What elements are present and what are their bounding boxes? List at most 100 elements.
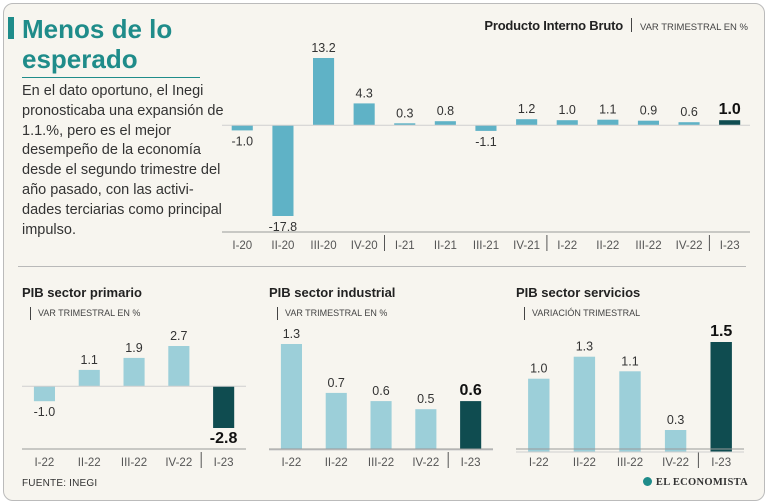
value-label-II-20: -17.8 — [269, 220, 298, 234]
bar-I-23 — [460, 401, 482, 450]
x-tick-IV-22: IV-22 — [662, 457, 689, 469]
x-tick-I-22: I-22 — [529, 457, 549, 469]
bar-II-22 — [325, 392, 347, 450]
value-label-II-22: 1.1 — [81, 353, 98, 367]
value-label-IV-21: 1.2 — [518, 102, 535, 116]
bar-I-22 — [280, 344, 302, 450]
headline-rule — [22, 77, 200, 78]
bar-I-22 — [33, 386, 55, 402]
bar-I-23 — [213, 386, 235, 428]
industrial-panel-subtitle: VAR TRIMESTRAL EN % — [277, 307, 387, 320]
bar-I-22 — [528, 378, 550, 452]
bar-III-20 — [313, 58, 335, 126]
bar-III-22 — [619, 371, 641, 452]
value-label-IV-20: 4.3 — [356, 86, 373, 100]
x-tick-I-23: I-23 — [720, 240, 740, 252]
value-label-II-22: 1.3 — [576, 340, 593, 354]
primario-panel-subtitle: VAR TRIMESTRAL EN % — [30, 307, 140, 320]
industrial-bar-chart: 1.3 I-22 0.7 II-22 0.6 III-22 0.5 IV-22 0.6 I-23 — [269, 327, 493, 469]
x-tick-II-22: II-22 — [573, 457, 596, 469]
value-label-II-22: 1.1 — [599, 103, 616, 117]
brand-logo: EL ECONOMISTA — [642, 477, 748, 488]
servicios-panel-title: PIB sector servicios — [516, 285, 641, 300]
bar-IV-22 — [678, 122, 700, 126]
headline-accent-bar — [8, 17, 14, 39]
main-chart-title: Producto Interno Bruto — [484, 18, 623, 33]
x-tick-IV-20: IV-20 — [351, 240, 378, 252]
value-label-II-22: 0.7 — [328, 376, 345, 390]
bar-I-20 — [231, 125, 253, 131]
value-label-III-22: 1.1 — [621, 354, 638, 368]
value-label-I-23: 0.6 — [459, 382, 481, 399]
servicios-bar-chart: 1.0 I-22 1.3 II-22 1.1 III-22 0.3 IV-22 1.5 I-23 — [516, 323, 744, 469]
value-label-I-21: 0.3 — [396, 106, 413, 120]
brand-name: EL ECONOMISTA — [655, 477, 748, 488]
value-label-I-22: -1.0 — [34, 405, 56, 419]
x-tick-II-22: II-22 — [325, 457, 348, 469]
x-tick-I-21: I-21 — [395, 240, 415, 252]
bar-IV-21 — [516, 119, 538, 126]
value-label-IV-22: 0.5 — [417, 392, 434, 406]
x-tick-I-22: I-22 — [34, 457, 54, 469]
bar-III-22 — [370, 401, 392, 450]
value-label-III-22: 0.9 — [640, 104, 657, 118]
x-tick-III-20: III-20 — [310, 240, 336, 252]
bar-IV-22 — [664, 430, 687, 452]
value-label-I-23: 1.0 — [719, 101, 741, 118]
x-tick-III-22: III-22 — [368, 457, 394, 469]
x-tick-III-22: III-22 — [121, 457, 147, 469]
value-label-I-23: -2.8 — [210, 430, 238, 447]
x-tick-II-22: II-22 — [78, 457, 101, 469]
x-tick-I-20: I-20 — [232, 240, 252, 252]
x-tick-IV-22: IV-22 — [676, 240, 703, 252]
bar-III-21 — [475, 125, 497, 131]
x-tick-I-23: I-23 — [461, 457, 481, 469]
x-tick-I-23: I-23 — [214, 457, 234, 469]
x-tick-III-22: III-22 — [635, 240, 661, 252]
x-tick-II-21: II-21 — [434, 240, 457, 252]
bar-I-23 — [719, 120, 741, 126]
x-tick-IV-22: IV-22 — [165, 457, 192, 469]
pib-bar-chart: -1.0 I-20 -17.8 II-20 13.2 III-20 4.3 IV-20 0.3 I… — [222, 41, 750, 252]
value-label-IV-22: 0.6 — [680, 105, 697, 119]
value-label-I-23: 1.5 — [710, 323, 732, 340]
bar-IV-20 — [353, 103, 375, 126]
servicios-panel-subtitle: VARIACIÓN TRIMESTRAL — [524, 307, 640, 320]
bar-II-22 — [78, 369, 100, 387]
x-tick-III-21: III-21 — [473, 240, 499, 252]
value-label-III-22: 1.9 — [125, 341, 142, 355]
bar-IV-22 — [168, 346, 190, 387]
value-label-III-20: 13.2 — [311, 41, 335, 55]
value-label-I-22: 1.0 — [559, 103, 576, 117]
bar-II-21 — [434, 121, 456, 126]
x-tick-I-23: I-23 — [711, 457, 731, 469]
value-label-I-22: 1.3 — [283, 327, 300, 341]
brand-mark-icon — [642, 477, 652, 486]
value-label-I-22: 1.0 — [530, 362, 547, 376]
value-label-IV-22: 0.3 — [667, 413, 684, 427]
value-label-III-22: 0.6 — [372, 384, 389, 398]
primario-bar-chart: -1.0 I-22 1.1 II-22 1.9 III-22 2.7 IV-22 -2.8 I-2… — [22, 329, 246, 469]
x-tick-I-22: I-22 — [557, 240, 577, 252]
intro-text: En el dato oportuno, el Inegi pronostica… — [22, 83, 224, 238]
x-tick-II-20: II-20 — [271, 240, 294, 252]
main-chart-header: Producto Interno Bruto VAR TRIMESTRAL EN … — [484, 18, 748, 33]
x-tick-IV-22: IV-22 — [412, 457, 439, 469]
bar-I-22 — [556, 120, 578, 126]
value-label-III-21: -1.1 — [475, 135, 497, 149]
bar-II-20 — [272, 125, 294, 216]
industrial-panel-title: PIB sector industrial — [269, 285, 396, 300]
section-divider — [18, 266, 746, 267]
bar-III-22 — [123, 357, 145, 387]
bar-I-21 — [394, 123, 416, 126]
bar-I-23 — [710, 342, 732, 452]
main-chart-subtitle: VAR TRIMESTRAL EN % — [639, 22, 748, 33]
bar-IV-22 — [415, 409, 437, 450]
x-tick-III-22: III-22 — [617, 457, 643, 469]
bar-III-22 — [637, 120, 659, 126]
header-separator — [630, 18, 632, 32]
headline: Menos de lo esperado — [22, 14, 173, 74]
primario-panel-title: PIB sector primario — [22, 285, 142, 300]
value-label-II-21: 0.8 — [437, 104, 454, 118]
source-note: FUENTE: INEGI — [22, 478, 98, 489]
